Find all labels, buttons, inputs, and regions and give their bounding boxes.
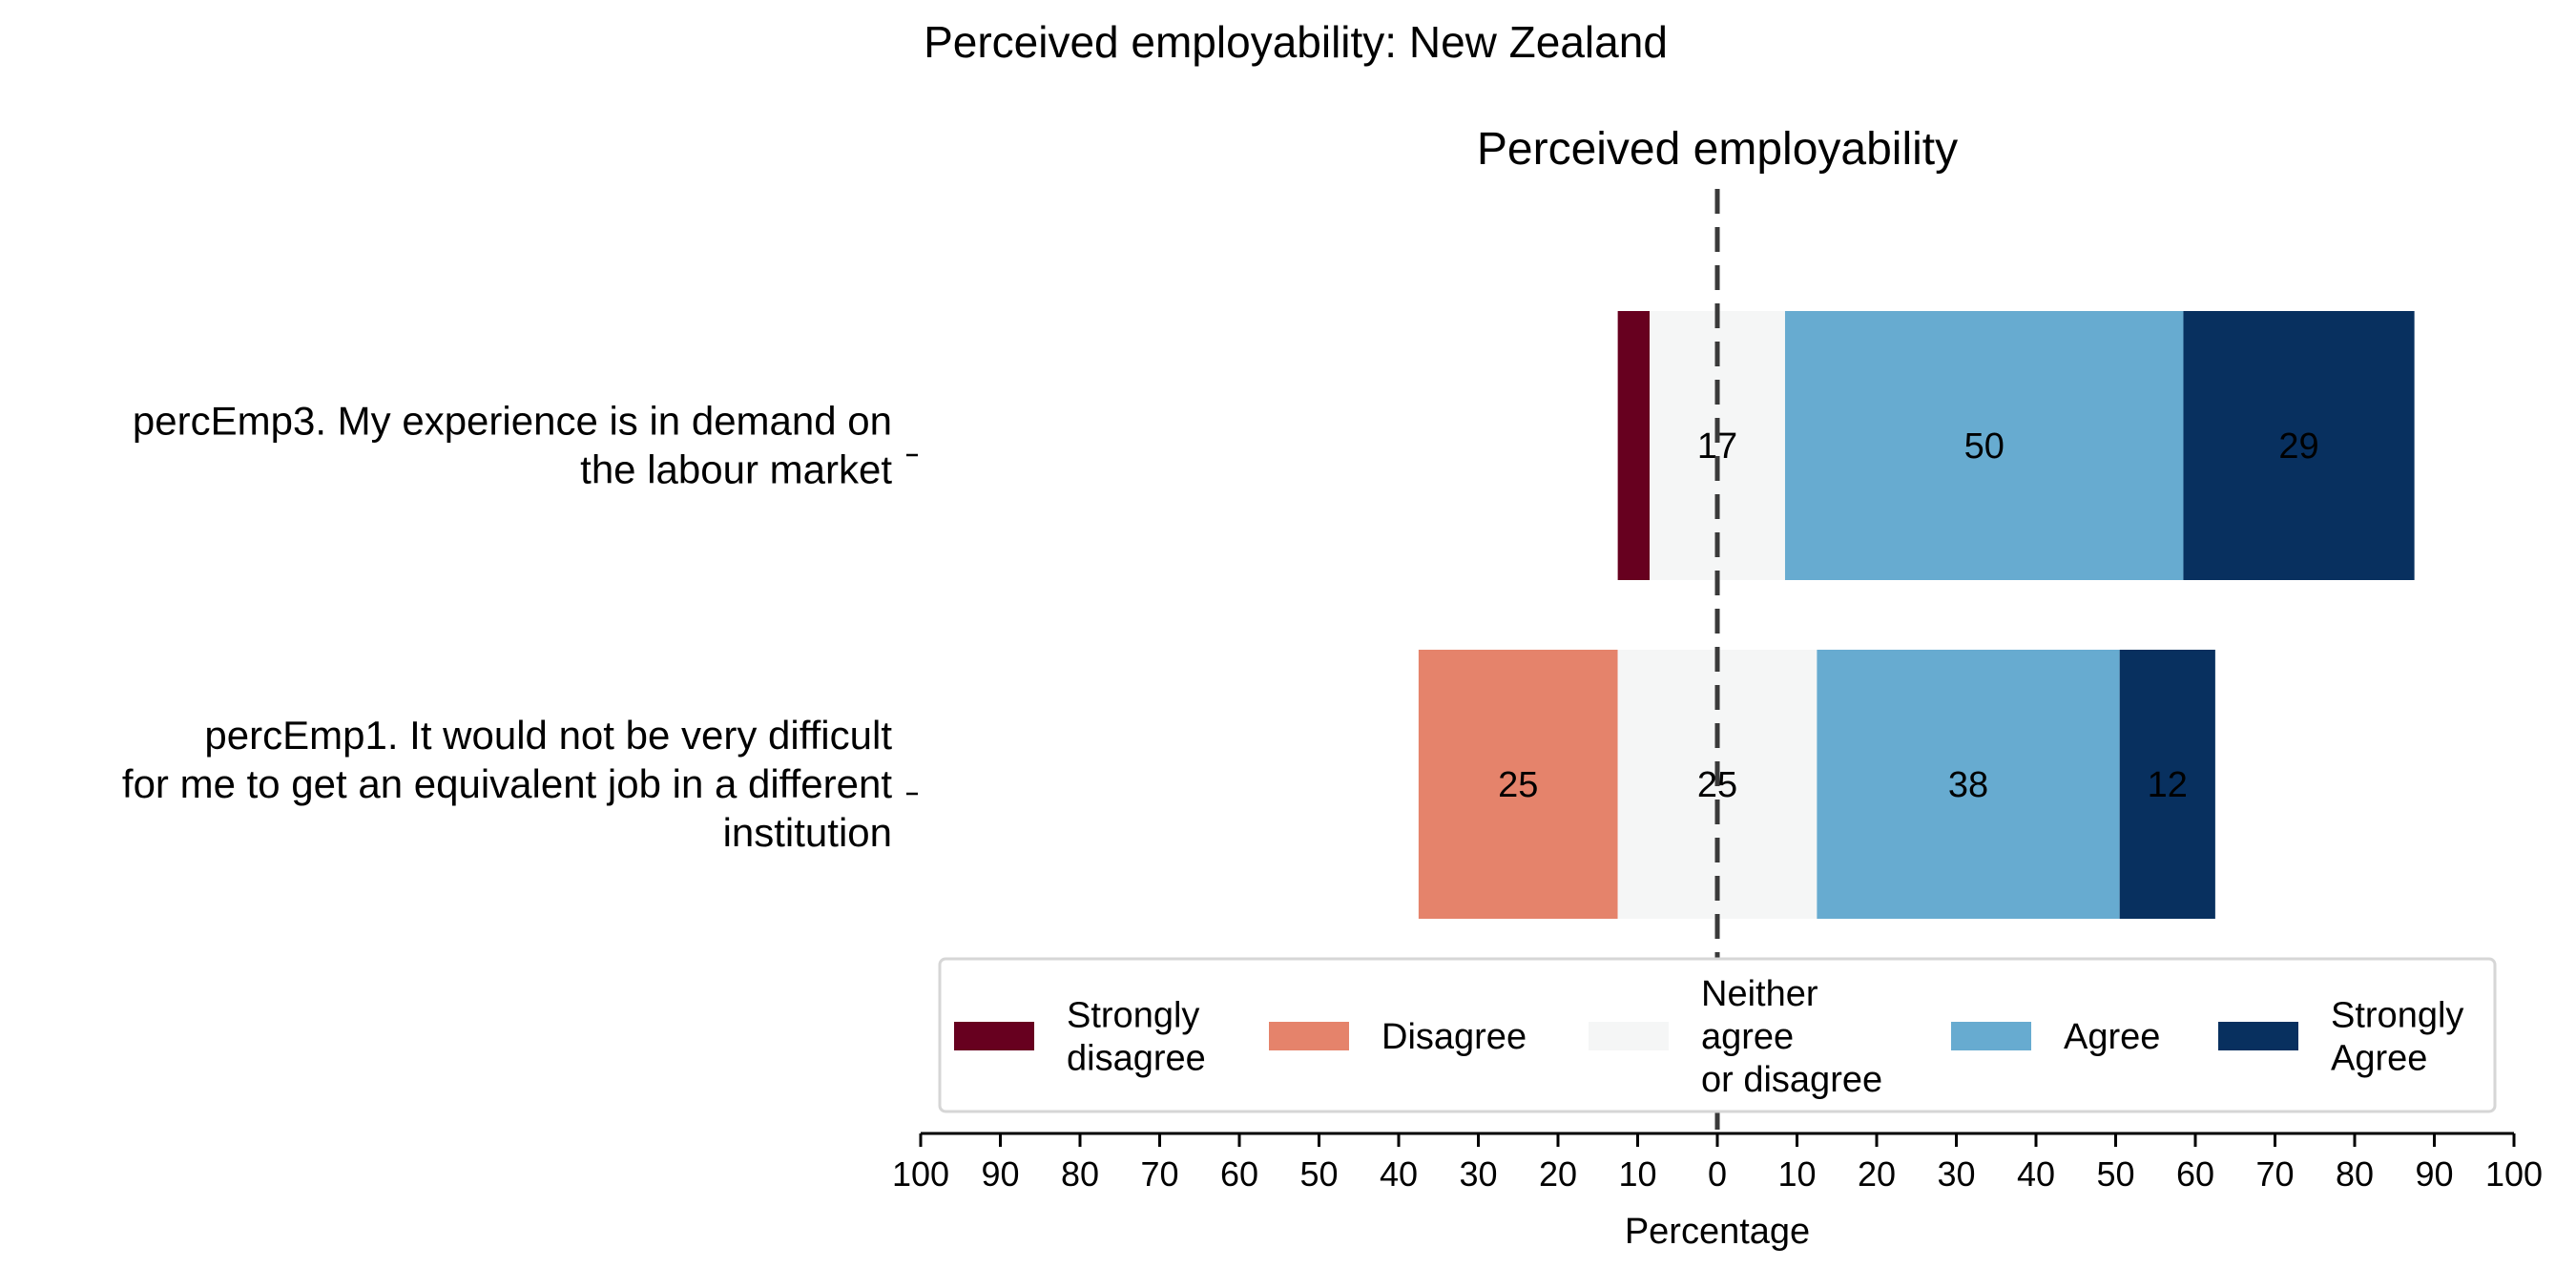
x-axis: 100 90 80 70 60 50 40 30 20 10 0 10 20 30 40 50 60 70 80 90… (892, 1132, 2543, 1194)
legend-label: agree (1701, 1017, 1794, 1057)
x-tick-label: 0 (1708, 1154, 1727, 1194)
category-labels: percEmp3. My experience is in demand ont… (122, 399, 918, 855)
x-tick-label: 80 (2336, 1154, 2374, 1194)
x-tick-label: 60 (1220, 1154, 1258, 1194)
x-tick-label: 50 (2096, 1154, 2134, 1194)
bar-segment (2119, 650, 2215, 919)
x-tick-label: 40 (1380, 1154, 1418, 1194)
x-tick-label: 90 (2415, 1154, 2453, 1194)
data-label: 12 (2148, 765, 2188, 805)
legend-swatch (2218, 1022, 2298, 1050)
legend-swatch (1589, 1022, 1669, 1050)
data-label: 50 (1964, 426, 2005, 467)
legend-label: disagree (1067, 1039, 1206, 1079)
x-tick-label: 20 (1539, 1154, 1577, 1194)
bar-segment (1784, 311, 2184, 580)
legend-swatch (1269, 1022, 1349, 1050)
x-tick-label: 90 (981, 1154, 1019, 1194)
category-label: percEmp3. My experience is in demand on (133, 399, 892, 444)
data-label: 25 (1498, 765, 1538, 805)
bar-segment (2183, 311, 2415, 580)
category-label: for me to get an equivalent job in a dif… (122, 761, 892, 806)
legend-swatch (954, 1022, 1034, 1050)
x-tick-label: 100 (2485, 1154, 2543, 1194)
x-tick-label: 100 (892, 1154, 949, 1194)
x-tick-label: 10 (1777, 1154, 1816, 1194)
legend-label: Disagree (1381, 1017, 1527, 1057)
bar-segment (1617, 311, 1651, 580)
x-tick-label: 10 (1618, 1154, 1656, 1194)
legend-label: Agree (2331, 1039, 2427, 1079)
x-tick-label: 70 (2255, 1154, 2294, 1194)
x-tick-label: 30 (1459, 1154, 1497, 1194)
bar-segment (1418, 650, 1618, 919)
legend-swatch (1951, 1022, 2031, 1050)
category-label: the labour market (580, 447, 892, 492)
x-tick-label: 20 (1858, 1154, 1896, 1194)
legend-label: or disagree (1701, 1060, 1882, 1100)
legend-frame (938, 957, 2497, 1113)
chart-subtitle: Perceived employability (1477, 124, 1958, 175)
x-tick-label: 50 (1299, 1154, 1338, 1194)
chart-title: Perceived employability: New Zealand (924, 17, 1668, 67)
legend-label: Strongly (2331, 996, 2463, 1036)
legend-label: Agree (2064, 1017, 2160, 1057)
category-label: institution (723, 810, 892, 855)
legend-label: Neither (1701, 974, 1818, 1014)
data-label: 38 (1948, 765, 1988, 805)
legend-label: Strongly (1067, 996, 1199, 1036)
category-label: percEmp1. It would not be very difficult (204, 713, 892, 758)
bar-segment (1817, 650, 2120, 919)
x-tick-label: 70 (1140, 1154, 1178, 1194)
x-tick-label: 40 (2017, 1154, 2055, 1194)
x-tick-label: 30 (1937, 1154, 1975, 1194)
x-axis-title: Percentage (1625, 1212, 1810, 1252)
x-tick-label: 80 (1061, 1154, 1099, 1194)
x-tick-label: 60 (2176, 1154, 2214, 1194)
data-label: 29 (2278, 426, 2318, 467)
